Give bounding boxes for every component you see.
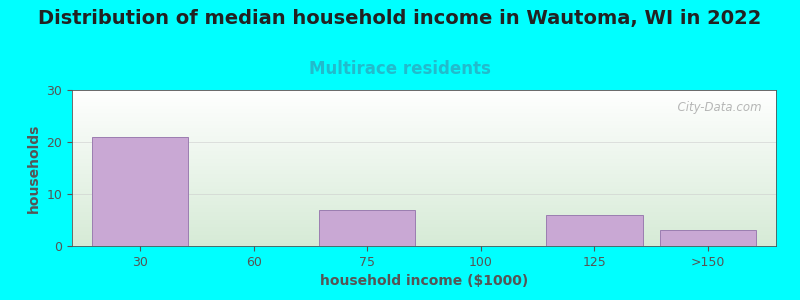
Bar — [319, 210, 415, 246]
Text: Multirace residents: Multirace residents — [309, 60, 491, 78]
Bar — [660, 230, 756, 246]
Text: Distribution of median household income in Wautoma, WI in 2022: Distribution of median household income … — [38, 9, 762, 28]
Y-axis label: households: households — [27, 123, 41, 213]
Bar — [546, 215, 642, 246]
Text: City-Data.com: City-Data.com — [670, 101, 762, 114]
X-axis label: household income ($1000): household income ($1000) — [320, 274, 528, 288]
Bar — [92, 137, 188, 246]
